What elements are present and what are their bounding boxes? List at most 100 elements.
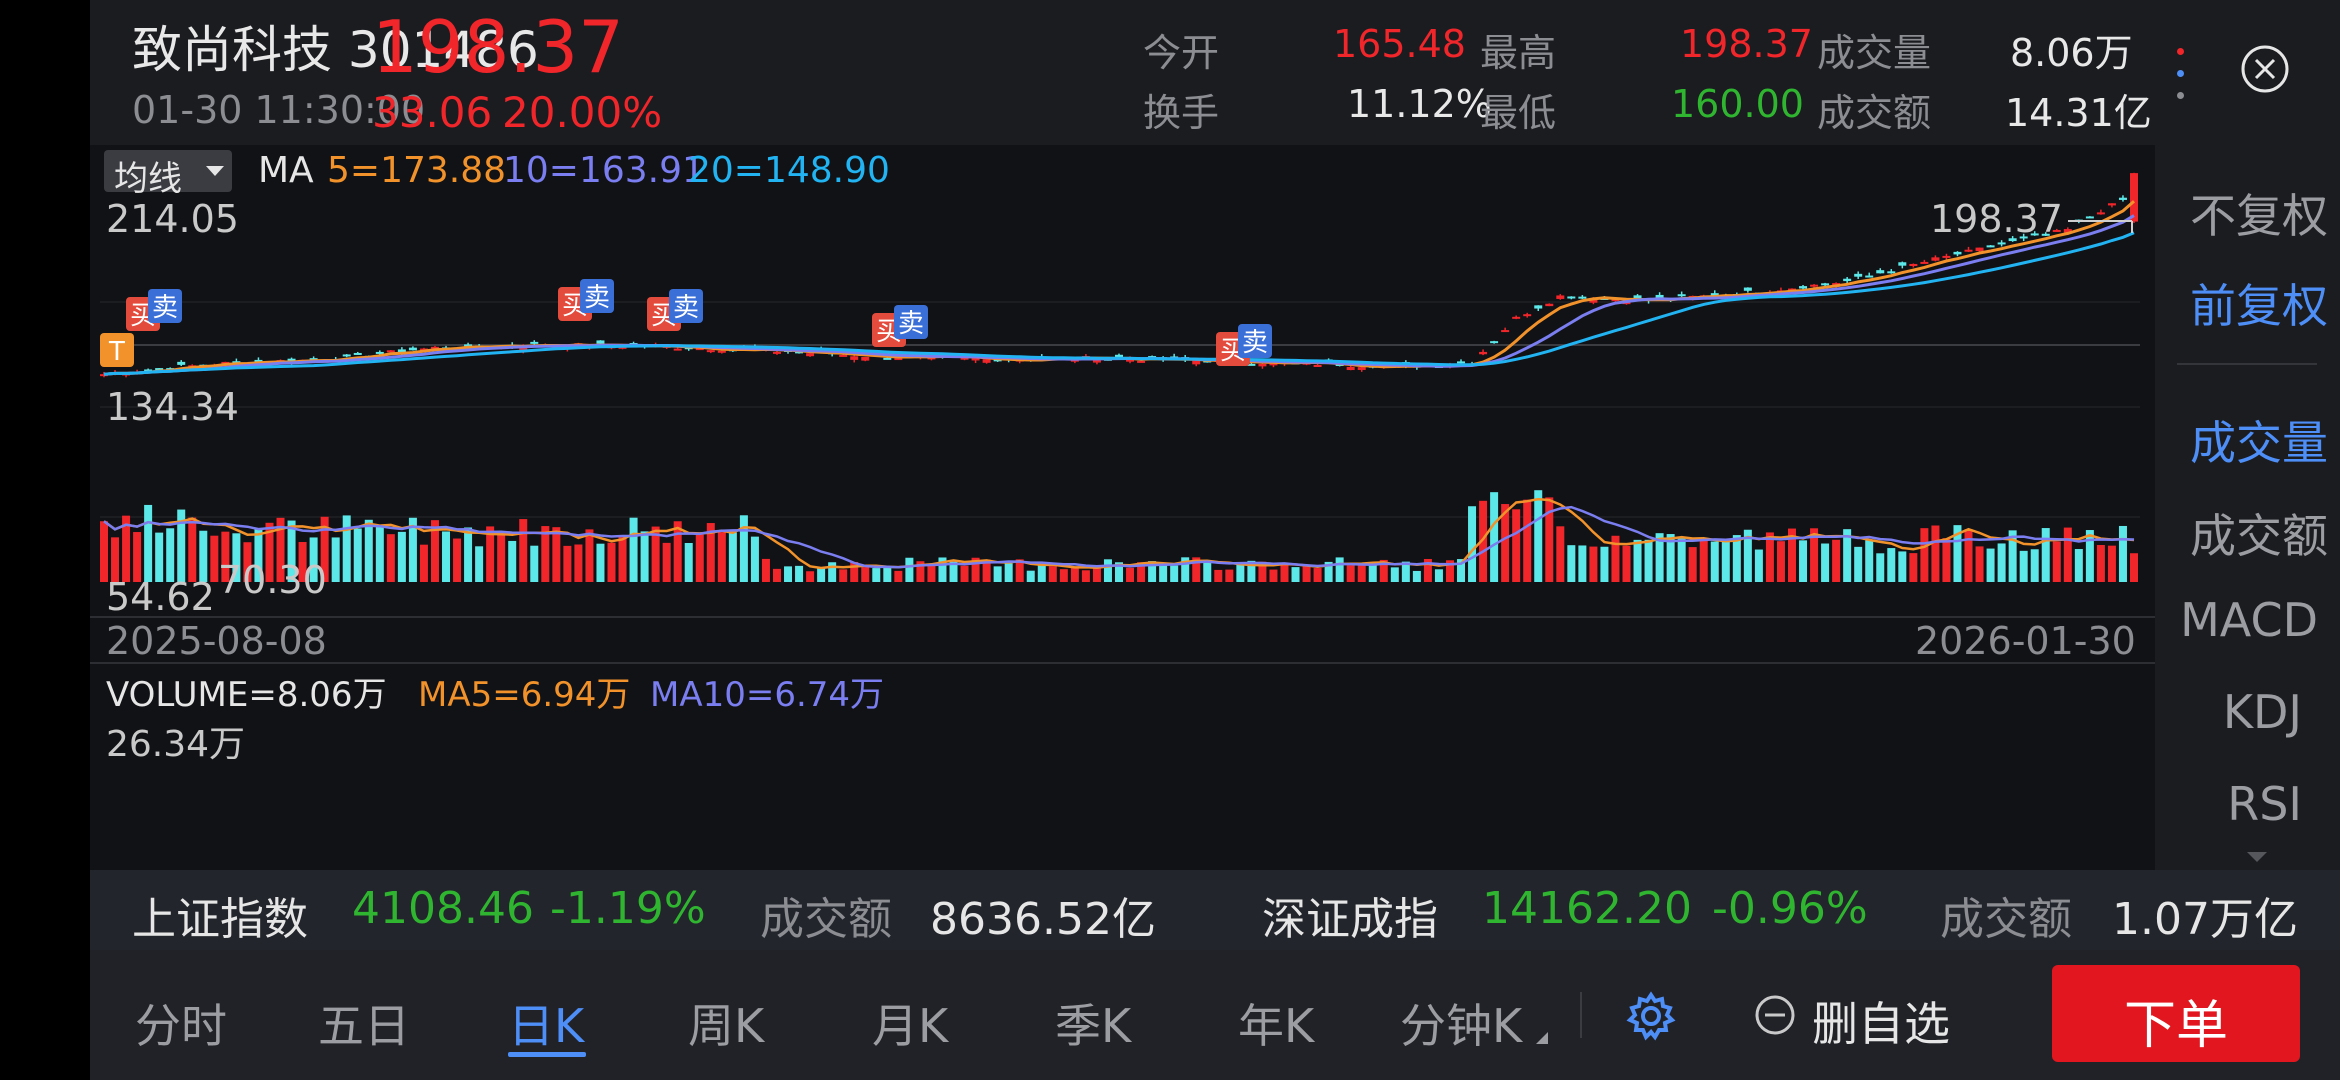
volume-bar (772, 568, 781, 582)
volume-bar (585, 529, 594, 582)
place-order-button[interactable]: 下单 (2052, 965, 2300, 1062)
candlestick-series (100, 172, 2138, 378)
place-order-label: 下单 (2123, 996, 2228, 1056)
candle-body (960, 357, 969, 360)
volume-bar (1754, 549, 1763, 582)
minute-k-dropdown-icon (1536, 1032, 1548, 1044)
candle-body (1247, 363, 1256, 366)
volume-bar (342, 515, 351, 582)
candle-body (1887, 271, 1896, 274)
volume-bar (1887, 548, 1896, 582)
candle-body (1931, 257, 1940, 261)
volume-bar (1401, 561, 1410, 582)
volume-bar (133, 532, 142, 582)
tab-quarterly-k[interactable]: 季K (1055, 999, 1132, 1053)
low-label: 最低 (1480, 91, 1557, 135)
no-adjust-option[interactable]: 不复权 (2190, 189, 2328, 243)
forward-adjust-option[interactable]: 前复权 (2190, 279, 2328, 333)
volume-bar (1534, 490, 1543, 582)
indicator-amount[interactable]: 成交额 (2190, 509, 2328, 563)
high-value: 198.37 (1680, 22, 1813, 66)
volume-bar (916, 561, 925, 582)
volume-bar (673, 521, 682, 582)
volume-bar (188, 517, 197, 582)
sell-signal-badge: 卖 (894, 305, 928, 339)
indicator-macd[interactable]: MACD (2180, 593, 2318, 647)
candle-body (971, 358, 980, 361)
volume-bar (739, 515, 748, 582)
low-marker-label: 70.30 (218, 558, 327, 602)
volume-legend: VOLUME=8.06万 (106, 675, 387, 715)
volume-bar (1346, 565, 1355, 582)
volume-bar (1666, 534, 1675, 582)
volume-bar (1776, 541, 1785, 582)
volume-bar (1412, 570, 1421, 582)
volume-label: 成交量 (1817, 31, 1932, 75)
candle-body (673, 348, 682, 351)
volume-bar (1214, 569, 1223, 582)
volume-ma10-line (103, 505, 2135, 569)
market-index-bar[interactable]: 上证指数 4108.46 -1.19% 成交额 8636.52亿 深证成指 14… (90, 870, 2340, 950)
candle-body (982, 359, 991, 363)
more-options-icon[interactable] (2170, 40, 2190, 110)
low-value: 160.00 (1671, 82, 1804, 126)
volume-bar (1556, 526, 1565, 582)
volume-bar (1379, 559, 1388, 582)
indicator-rsi[interactable]: RSI (2227, 777, 2302, 831)
tab-weekly-k[interactable]: 周K (688, 999, 765, 1053)
volume-bar (839, 569, 848, 582)
volume-bar (1280, 563, 1289, 582)
volume-bar (1953, 525, 1962, 582)
tab-intraday[interactable]: 分时 (135, 999, 227, 1053)
candle-body (1457, 361, 1466, 364)
stock-name-code: 致尚科技 301486 (132, 21, 539, 79)
indicator-volume[interactable]: 成交量 (2190, 416, 2328, 470)
candle-body (1137, 360, 1146, 363)
end-date: 2026-01-30 (1915, 619, 2136, 663)
volume-bar (111, 537, 120, 582)
candle-body (1799, 286, 1808, 289)
price-change: 33.06 (372, 88, 493, 137)
ma-selector[interactable]: 均线 (104, 150, 232, 199)
candle-body (1964, 249, 1973, 252)
volume-bar (905, 557, 914, 582)
volume-bar (144, 504, 153, 582)
remove-favorite-icon[interactable] (1753, 993, 1797, 1037)
indicator-kdj[interactable]: KDJ (2222, 685, 2302, 739)
scroll-down-icon[interactable] (2247, 852, 2267, 862)
tab-daily-k[interactable]: 日K (508, 999, 585, 1053)
volume-ma10-legend: MA10=6.74万 (650, 675, 885, 715)
volume-bar (1236, 564, 1245, 582)
volume-bar (574, 544, 583, 582)
open-value: 165.48 (1333, 22, 1466, 66)
remove-favorite-label[interactable]: 删自选 (1812, 997, 1950, 1051)
ma5-value: 5=173.88 (327, 150, 507, 191)
volume-bar (1092, 566, 1101, 582)
sell-signal-badge: 卖 (669, 289, 703, 323)
volume-bar (1368, 564, 1377, 582)
candle-body (1578, 296, 1587, 299)
turnover-value: 11.12% (1347, 82, 1492, 126)
candle-body (1479, 351, 1488, 355)
high-marker-label: 198.37 (1930, 197, 2063, 241)
volume-bar (1490, 492, 1499, 582)
volume-bar (331, 537, 340, 582)
tab-minute-k[interactable]: 分钟K (1400, 999, 1523, 1053)
volume-bar (883, 567, 892, 582)
candle-body (1192, 360, 1201, 365)
volume-bar (1832, 539, 1841, 582)
volume-bar (1170, 565, 1179, 582)
candle-body (1997, 242, 2006, 245)
close-icon[interactable] (2240, 44, 2290, 94)
volume-bar (1655, 533, 1664, 582)
tab-yearly-k[interactable]: 年K (1238, 999, 1315, 1053)
tab-five-day[interactable]: 五日 (318, 999, 410, 1053)
volume-bar (596, 543, 605, 582)
tab-monthly-k[interactable]: 月K (872, 999, 949, 1053)
volume-bar (232, 533, 241, 582)
volume-bar (607, 542, 616, 582)
volume-bar (1159, 563, 1168, 582)
gear-icon[interactable] (1625, 990, 1677, 1042)
